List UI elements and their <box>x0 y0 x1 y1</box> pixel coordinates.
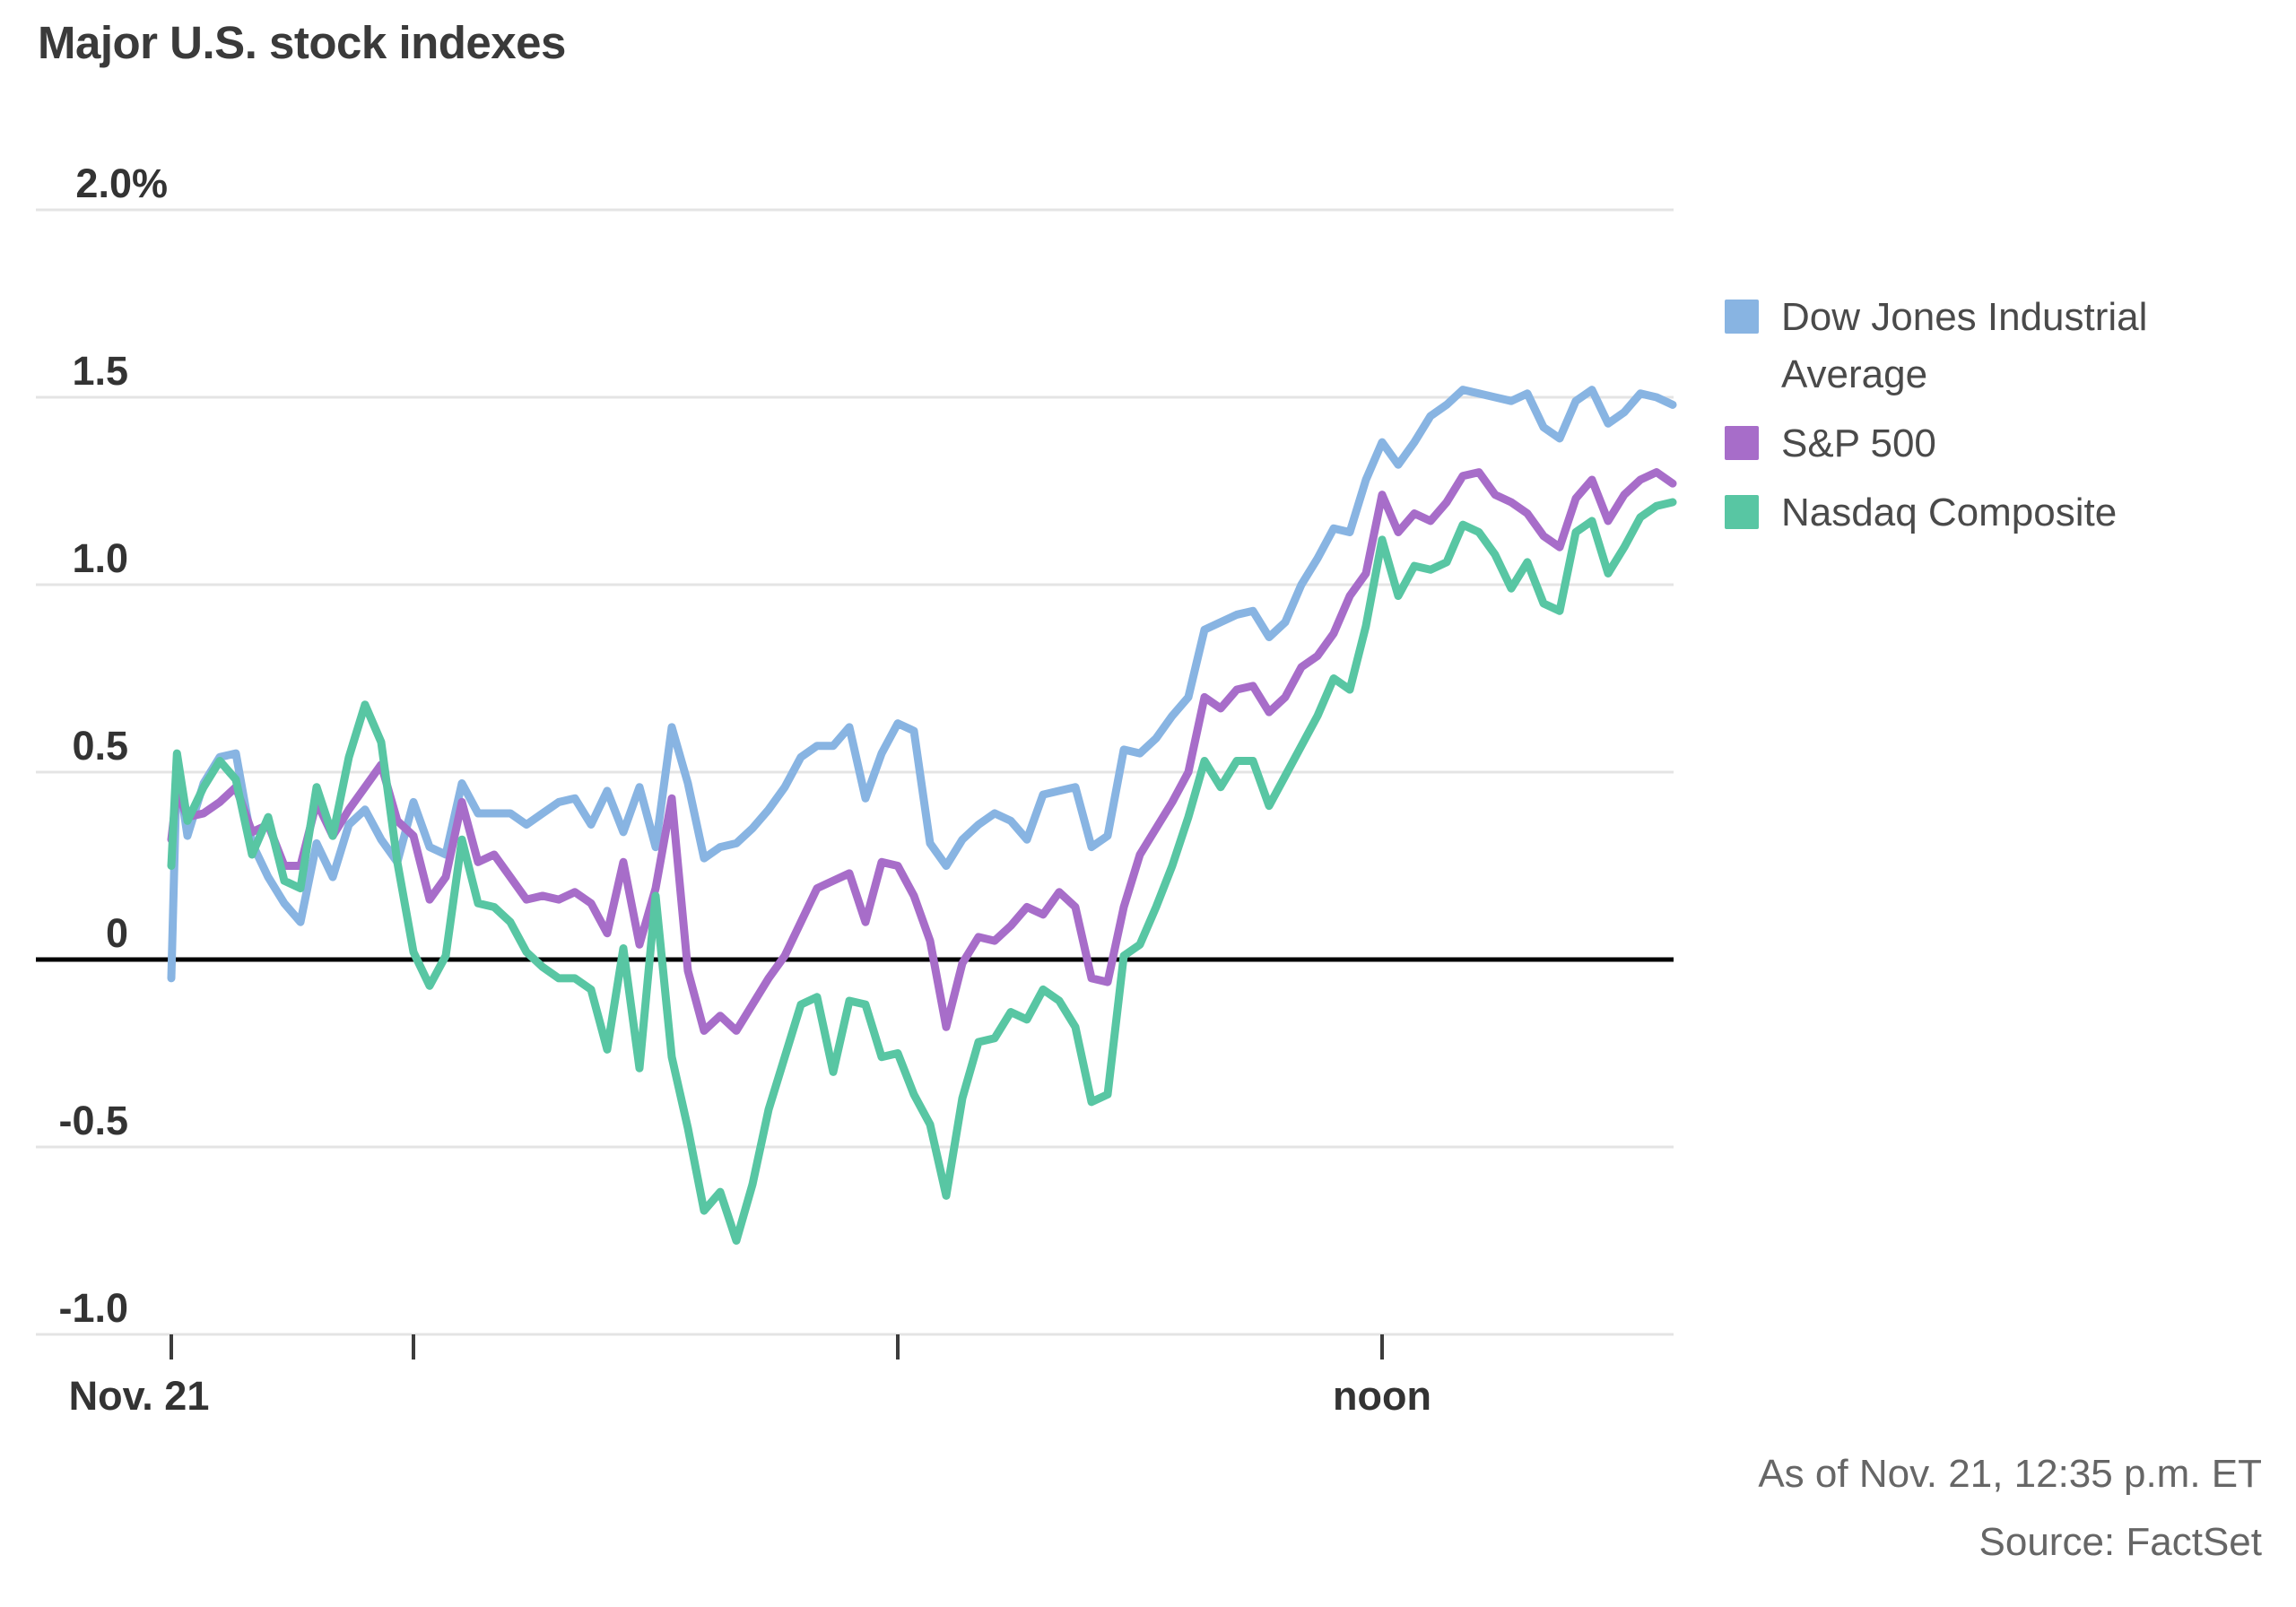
page-title: Major U.S. stock indexes <box>38 17 566 68</box>
x-axis-label: Nov. 21 <box>69 1373 210 1419</box>
y-axis-label: 1.5 <box>72 348 128 394</box>
legend-swatch-dow-jones-industrial-average <box>1725 300 1759 334</box>
legend-label: S&P 500 <box>1781 421 1936 465</box>
chart-footer: As of Nov. 21, 12:35 p.m. ET Source: Fac… <box>1758 1440 2262 1577</box>
legend-item-sp-500: S&P 500 <box>1725 415 2263 473</box>
legend-item-nasdaq-composite: Nasdaq Composite <box>1725 484 2263 542</box>
series-line-sp-500 <box>167 468 1677 1035</box>
legend-swatch-nasdaq-composite <box>1725 495 1759 529</box>
legend-swatch-sp-500 <box>1725 426 1759 460</box>
y-axis-label: -1.0 <box>58 1285 128 1331</box>
y-axis-label: 0 <box>106 910 128 956</box>
as-of-timestamp: As of Nov. 21, 12:35 p.m. ET <box>1758 1452 2262 1496</box>
x-axis-label: noon <box>1333 1373 1431 1419</box>
y-axis-label: 1.0 <box>72 535 128 581</box>
series-line-nasdaq-composite <box>167 498 1677 1245</box>
legend-item-dow-jones-industrial-average: Dow Jones Industrial Average <box>1725 289 2263 404</box>
y-axis-label: -0.5 <box>58 1098 128 1143</box>
chart-legend: Dow Jones Industrial Average S&P 500 Nasda… <box>1725 289 2263 553</box>
source-credit: Source: FactSet <box>1979 1520 2262 1564</box>
legend-label: Dow Jones Industrial Average <box>1781 295 2148 396</box>
y-axis-label: 2.0% <box>75 161 168 206</box>
series-line-dow-jones-industrial-average <box>167 386 1677 983</box>
y-axis-label: 0.5 <box>72 723 128 769</box>
legend-label: Nasdaq Composite <box>1781 491 2118 534</box>
